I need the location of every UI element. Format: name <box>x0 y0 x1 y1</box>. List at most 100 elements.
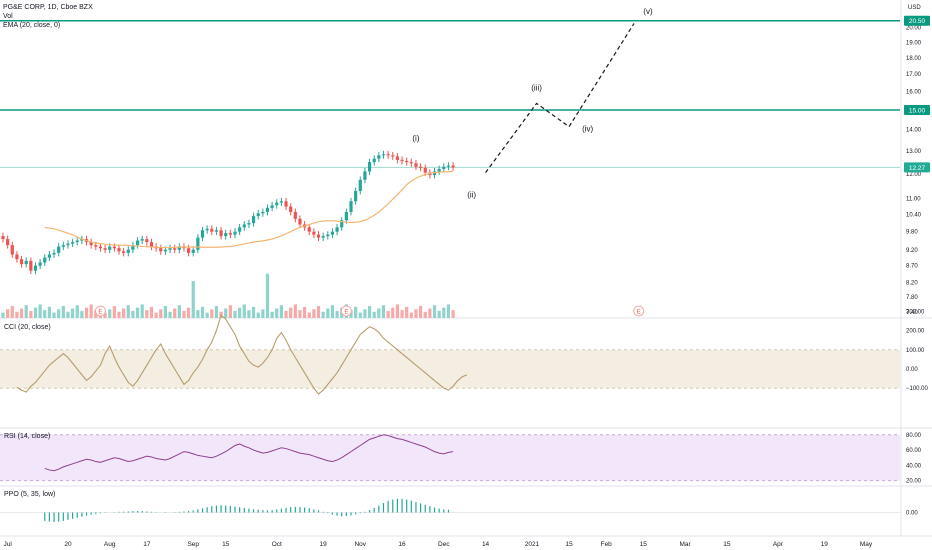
volume-bar <box>446 304 451 318</box>
candle <box>354 187 358 205</box>
legend-ema: EMA (20, close, 0) <box>3 22 61 29</box>
candle-body <box>367 162 372 172</box>
candle-body <box>33 265 38 271</box>
candle <box>358 176 362 195</box>
candle <box>298 215 302 228</box>
volume-bar <box>163 306 167 318</box>
rsi-pane-label: RSI (14, close) <box>4 433 51 440</box>
candle-body <box>187 248 191 253</box>
time-tick-label: Dec <box>438 541 450 548</box>
volume-bar <box>210 309 214 318</box>
candle-body <box>135 240 140 246</box>
volume-bar <box>233 310 237 318</box>
time-tick-label: May <box>860 541 873 548</box>
time-tick-label: Jul <box>3 541 12 548</box>
candle-body <box>205 228 209 231</box>
candle-body <box>256 213 260 217</box>
price-tick-label: 11.00 <box>906 197 921 203</box>
candle-body <box>419 166 423 168</box>
candle-body <box>52 252 56 255</box>
rsi-tick-label: 40.00 <box>906 463 922 469</box>
candle-body <box>210 228 214 232</box>
volume-bar <box>358 312 362 318</box>
volume-bar <box>10 306 14 318</box>
wave-label: (v) <box>643 7 653 16</box>
rsi-line <box>44 434 454 472</box>
candle <box>52 249 56 258</box>
volume-bar <box>15 311 19 318</box>
cci-tick-label: 200.00 <box>906 329 925 335</box>
volume-bar <box>24 305 28 318</box>
candle-body <box>159 248 163 252</box>
candle <box>270 201 274 212</box>
volume-bar <box>381 305 386 318</box>
volume-bar <box>145 310 149 318</box>
volume-bar <box>224 308 228 318</box>
volume-bar <box>94 310 98 318</box>
candle-body <box>43 257 47 263</box>
candle-body <box>177 246 181 250</box>
time-tick-label: 19 <box>320 541 328 548</box>
candle <box>256 209 260 220</box>
volume-bar <box>214 306 219 318</box>
volume-bar <box>173 308 177 318</box>
volume-bar <box>251 306 256 318</box>
earnings-marker: E <box>94 305 106 317</box>
candle-body <box>386 154 390 156</box>
candle-body <box>149 242 154 247</box>
cci-tick-label: 0.00 <box>906 367 918 373</box>
candle-body <box>57 246 61 253</box>
candle-body <box>377 155 381 159</box>
volume-bar <box>442 307 446 318</box>
legend-volume: Vol <box>3 13 13 20</box>
volume-bar <box>349 310 353 318</box>
volume-bar <box>247 310 251 318</box>
candle-body <box>15 254 19 260</box>
price-badge <box>904 15 930 26</box>
earnings-marker-label: E <box>344 310 348 316</box>
candle-body <box>163 249 167 252</box>
candle-body <box>224 233 228 237</box>
candle-body <box>61 245 65 247</box>
volume-bar <box>154 312 158 318</box>
volume-bar <box>43 310 47 318</box>
candle <box>419 163 423 172</box>
volume-bar <box>377 308 381 318</box>
volume-bar <box>177 305 181 318</box>
candle <box>386 150 390 159</box>
candle <box>247 219 251 228</box>
earnings-marker-label: E <box>637 310 641 316</box>
candle <box>66 240 70 249</box>
volume-bar <box>131 310 135 318</box>
candle-body <box>395 156 399 160</box>
candle-body <box>214 230 219 232</box>
candle-body <box>242 224 246 228</box>
legend-symbol: PG&E CORP, 1D, Cboe BZX <box>3 4 93 11</box>
volume-bar <box>126 305 130 318</box>
candle <box>451 162 455 171</box>
volume-bar <box>75 305 79 318</box>
candle-body <box>38 262 42 266</box>
earnings-marker-circle <box>633 305 645 317</box>
candle <box>205 225 209 234</box>
candle <box>1 232 5 243</box>
cci-pane-label: CCI (20, close) <box>4 324 51 331</box>
candle <box>335 223 339 236</box>
candle <box>312 228 316 239</box>
candle-body <box>265 207 270 212</box>
candle-body <box>358 179 362 191</box>
candle <box>6 235 10 249</box>
price-badge-label: 12.27 <box>909 165 926 172</box>
candle <box>10 241 14 258</box>
price-tick-label: 9.20 <box>906 248 918 254</box>
volume-bar <box>38 304 42 318</box>
wave-label: (i) <box>412 134 419 143</box>
candle <box>233 228 237 239</box>
time-tick-label: Sep <box>187 541 199 548</box>
ppo-pane-label: PPO (5, 35, low) <box>4 491 56 498</box>
volume-bar <box>419 306 423 318</box>
ema-line <box>44 170 454 249</box>
candle-body <box>354 190 358 202</box>
earnings-marker: E <box>340 305 352 317</box>
